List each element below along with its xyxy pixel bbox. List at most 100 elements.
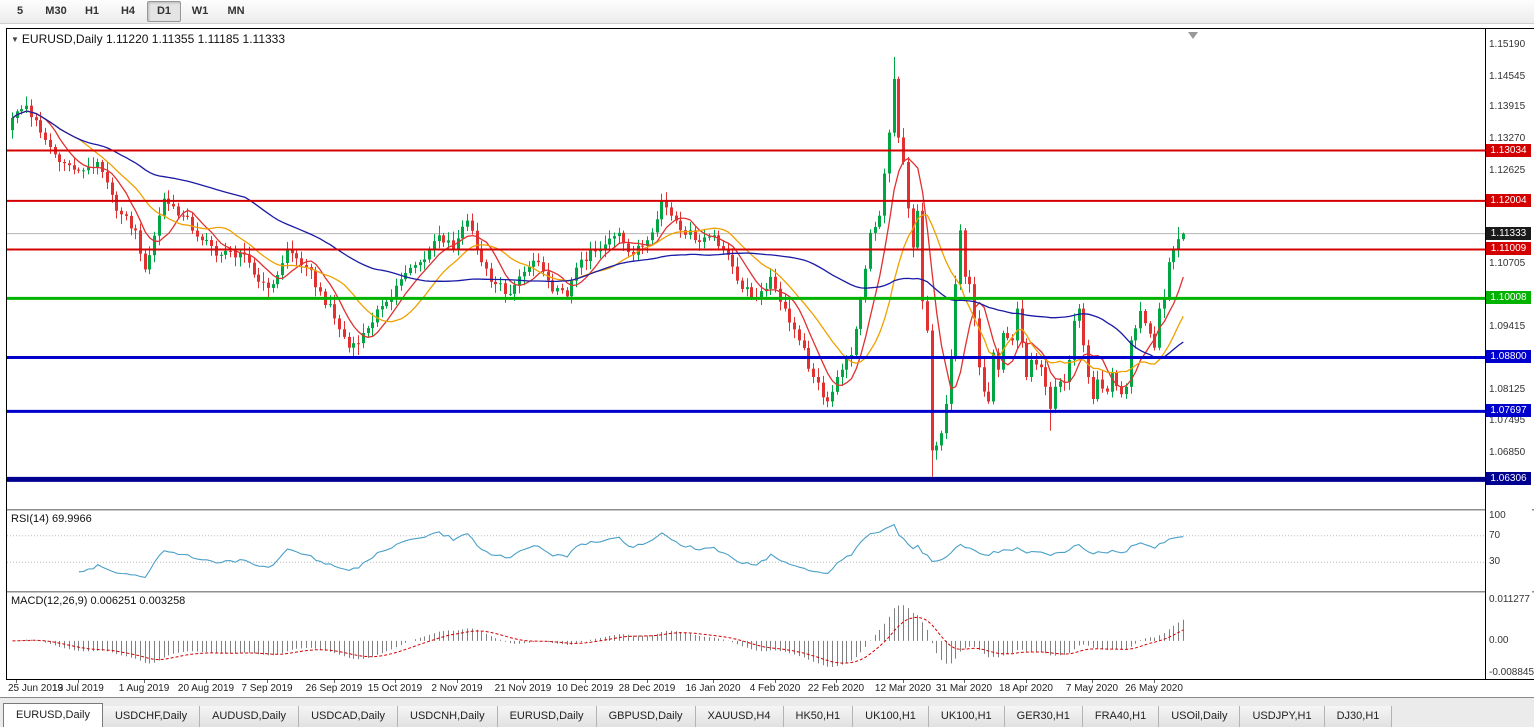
date-axis-label: 1 Aug 2019	[118, 683, 170, 694]
rsi-value: 69.9966	[51, 513, 92, 525]
price-axis-tick: 1.06850	[1489, 446, 1526, 458]
symbol-tab[interactable]: GBPUSD,Daily	[596, 706, 696, 727]
date-axis-tick	[836, 680, 837, 683]
symbol-tab[interactable]: USDCAD,Daily	[299, 706, 399, 727]
date-axis-tick	[144, 680, 145, 683]
symbol-tab[interactable]: UK100,H1	[853, 706, 929, 727]
timeframe-button-m30[interactable]: M30	[45, 5, 67, 17]
rsi-label: RSI(14) 69.9966	[11, 513, 92, 525]
price-level-badge: 1.13034	[1486, 143, 1531, 157]
date-axis-tick	[523, 680, 524, 683]
date-axis-label: 22 Feb 2020	[807, 683, 865, 694]
symbol-tabbar: EURUSD,Daily USDCHF,Daily AUDUSD,Daily USDC…	[0, 697, 1534, 727]
symbol-tab[interactable]: DJ30,H1	[1324, 706, 1393, 727]
macd-name: MACD(12,26,9)	[11, 595, 88, 607]
macd-axis-tick: -0.008845	[1489, 666, 1534, 678]
date-axis-tick	[964, 680, 965, 683]
rsi-axis-tick: 30	[1489, 556, 1501, 568]
symbol-tab[interactable]: USOil,Daily	[1159, 706, 1241, 727]
price-axis-tick: 1.12625	[1489, 164, 1526, 176]
price-level-badge: 1.06306	[1486, 472, 1531, 486]
date-axis-tick	[775, 680, 776, 683]
current-price-badge: 1.11333	[1486, 226, 1531, 240]
macd-axis-tick: 0.011277	[1489, 594, 1530, 605]
macd-values: 0.006251 0.003258	[90, 595, 186, 607]
date-axis-label: 15 Oct 2019	[367, 683, 423, 694]
date-axis-tick	[457, 680, 458, 683]
date-axis-tick	[1092, 680, 1093, 683]
symbol-tab[interactable]: EURUSD,Daily	[497, 706, 597, 727]
rsi-canvas[interactable]	[7, 511, 1485, 591]
date-axis-label: 7 Sep 2019	[241, 683, 293, 694]
price-level-badge: 1.07697	[1486, 404, 1531, 418]
macd-label: MACD(12,26,9) 0.006251 0.003258	[11, 595, 185, 607]
price-axis-tick: 1.08125	[1489, 384, 1526, 396]
date-axis-label: 12 Mar 2020	[874, 683, 932, 694]
chart-window: ▼ EURUSD,Daily 1.11220 1.11355 1.11185 1.…	[6, 28, 1534, 680]
chart-expand-icon[interactable]: ▼	[11, 35, 19, 44]
date-axis-label: 26 May 2020	[1125, 683, 1183, 694]
date-axis-label: 13 Jul 2019	[52, 683, 104, 694]
macd-axis-tick: 0.00	[1489, 634, 1509, 646]
date-axis: 25 Jun 2019 13 Jul 2019 1 Aug 2019 20 Aug 2…	[6, 680, 1484, 696]
date-axis-tick	[16, 680, 17, 683]
date-axis-label: 28 Dec 2019	[618, 683, 676, 694]
date-axis-label: 7 May 2020	[1065, 683, 1119, 694]
date-axis-tick	[647, 680, 648, 683]
symbol-tab[interactable]: USDJPY,H1	[1240, 706, 1325, 727]
date-axis-label: 25 Jun 2019	[8, 683, 64, 694]
chart-shift-icon[interactable]	[1188, 32, 1198, 39]
date-axis-tick	[334, 680, 335, 683]
date-axis-tick	[585, 680, 586, 683]
symbol-tab[interactable]: GER30,H1	[1004, 706, 1083, 727]
timeframe-button-5[interactable]: 5	[16, 5, 24, 17]
symbol-tab[interactable]: FRA40,H1	[1082, 706, 1160, 727]
date-axis-tick	[713, 680, 714, 683]
date-axis-label: 2 Nov 2019	[431, 683, 483, 694]
timeframe-button-d1[interactable]: D1	[147, 1, 181, 22]
chart-title: ▼ EURUSD,Daily 1.11220 1.11355 1.11185 1.…	[11, 32, 285, 46]
date-axis-label: 31 Mar 2020	[935, 683, 993, 694]
date-axis-tick	[78, 680, 79, 683]
axis-divider	[1485, 29, 1486, 679]
date-axis-tick	[903, 680, 904, 683]
symbol-tab[interactable]: HK50,H1	[783, 706, 854, 727]
symbol-tab[interactable]: UK100,H1	[928, 706, 1005, 727]
date-axis-label: 20 Aug 2019	[177, 683, 235, 694]
date-axis-label: 21 Nov 2019	[494, 683, 552, 694]
price-level-badge: 1.11009	[1486, 242, 1531, 256]
panel-separator[interactable]	[7, 509, 1534, 511]
price-axis: 1.151901.145451.139151.132701.126251.119…	[1486, 29, 1534, 678]
chart-ohlc-values: 1.11220 1.11355 1.11185 1.11333	[105, 32, 286, 46]
panel-separator[interactable]	[7, 591, 1534, 593]
timeframe-button-mn[interactable]: MN	[227, 5, 245, 17]
price-axis-tick: 1.13915	[1489, 101, 1526, 113]
macd-canvas[interactable]	[7, 593, 1485, 677]
date-axis-label: 10 Dec 2019	[556, 683, 614, 694]
symbol-tab[interactable]: XAUUSD,H4	[695, 706, 784, 727]
price-axis-tick: 1.10705	[1489, 258, 1526, 270]
symbol-tab[interactable]: USDCNH,Daily	[398, 706, 498, 727]
symbol-tab[interactable]: EURUSD,Daily	[3, 703, 103, 727]
date-axis-label: 26 Sep 2019	[305, 683, 363, 694]
timeframe-button-w1[interactable]: W1	[191, 5, 209, 17]
symbol-tab[interactable]: AUDUSD,Daily	[200, 706, 300, 727]
price-axis-tick: 1.15190	[1489, 39, 1526, 51]
symbol-tab[interactable]: USDCHF,Daily	[102, 706, 201, 727]
timeframe-toolbar: 5 M30 H1 H4 D1 W1 MN	[0, 0, 1534, 24]
price-chart-canvas[interactable]	[7, 29, 1485, 509]
date-axis-tick	[267, 680, 268, 683]
date-axis-tick	[206, 680, 207, 683]
rsi-name: RSI(14)	[11, 513, 49, 525]
price-level-badge: 1.10008	[1486, 291, 1531, 305]
price-axis-tick: 1.14545	[1489, 70, 1526, 82]
date-axis-label: 16 Jan 2020	[685, 683, 741, 694]
price-axis-tick: 1.07495	[1489, 415, 1526, 427]
date-axis-tick	[395, 680, 396, 683]
rsi-axis-tick: 70	[1489, 529, 1501, 541]
timeframe-button-h4[interactable]: H4	[120, 5, 136, 17]
date-axis-label: 4 Feb 2020	[749, 683, 801, 694]
timeframe-button-h1[interactable]: H1	[84, 5, 100, 17]
date-axis-label: 18 Apr 2020	[999, 683, 1053, 694]
